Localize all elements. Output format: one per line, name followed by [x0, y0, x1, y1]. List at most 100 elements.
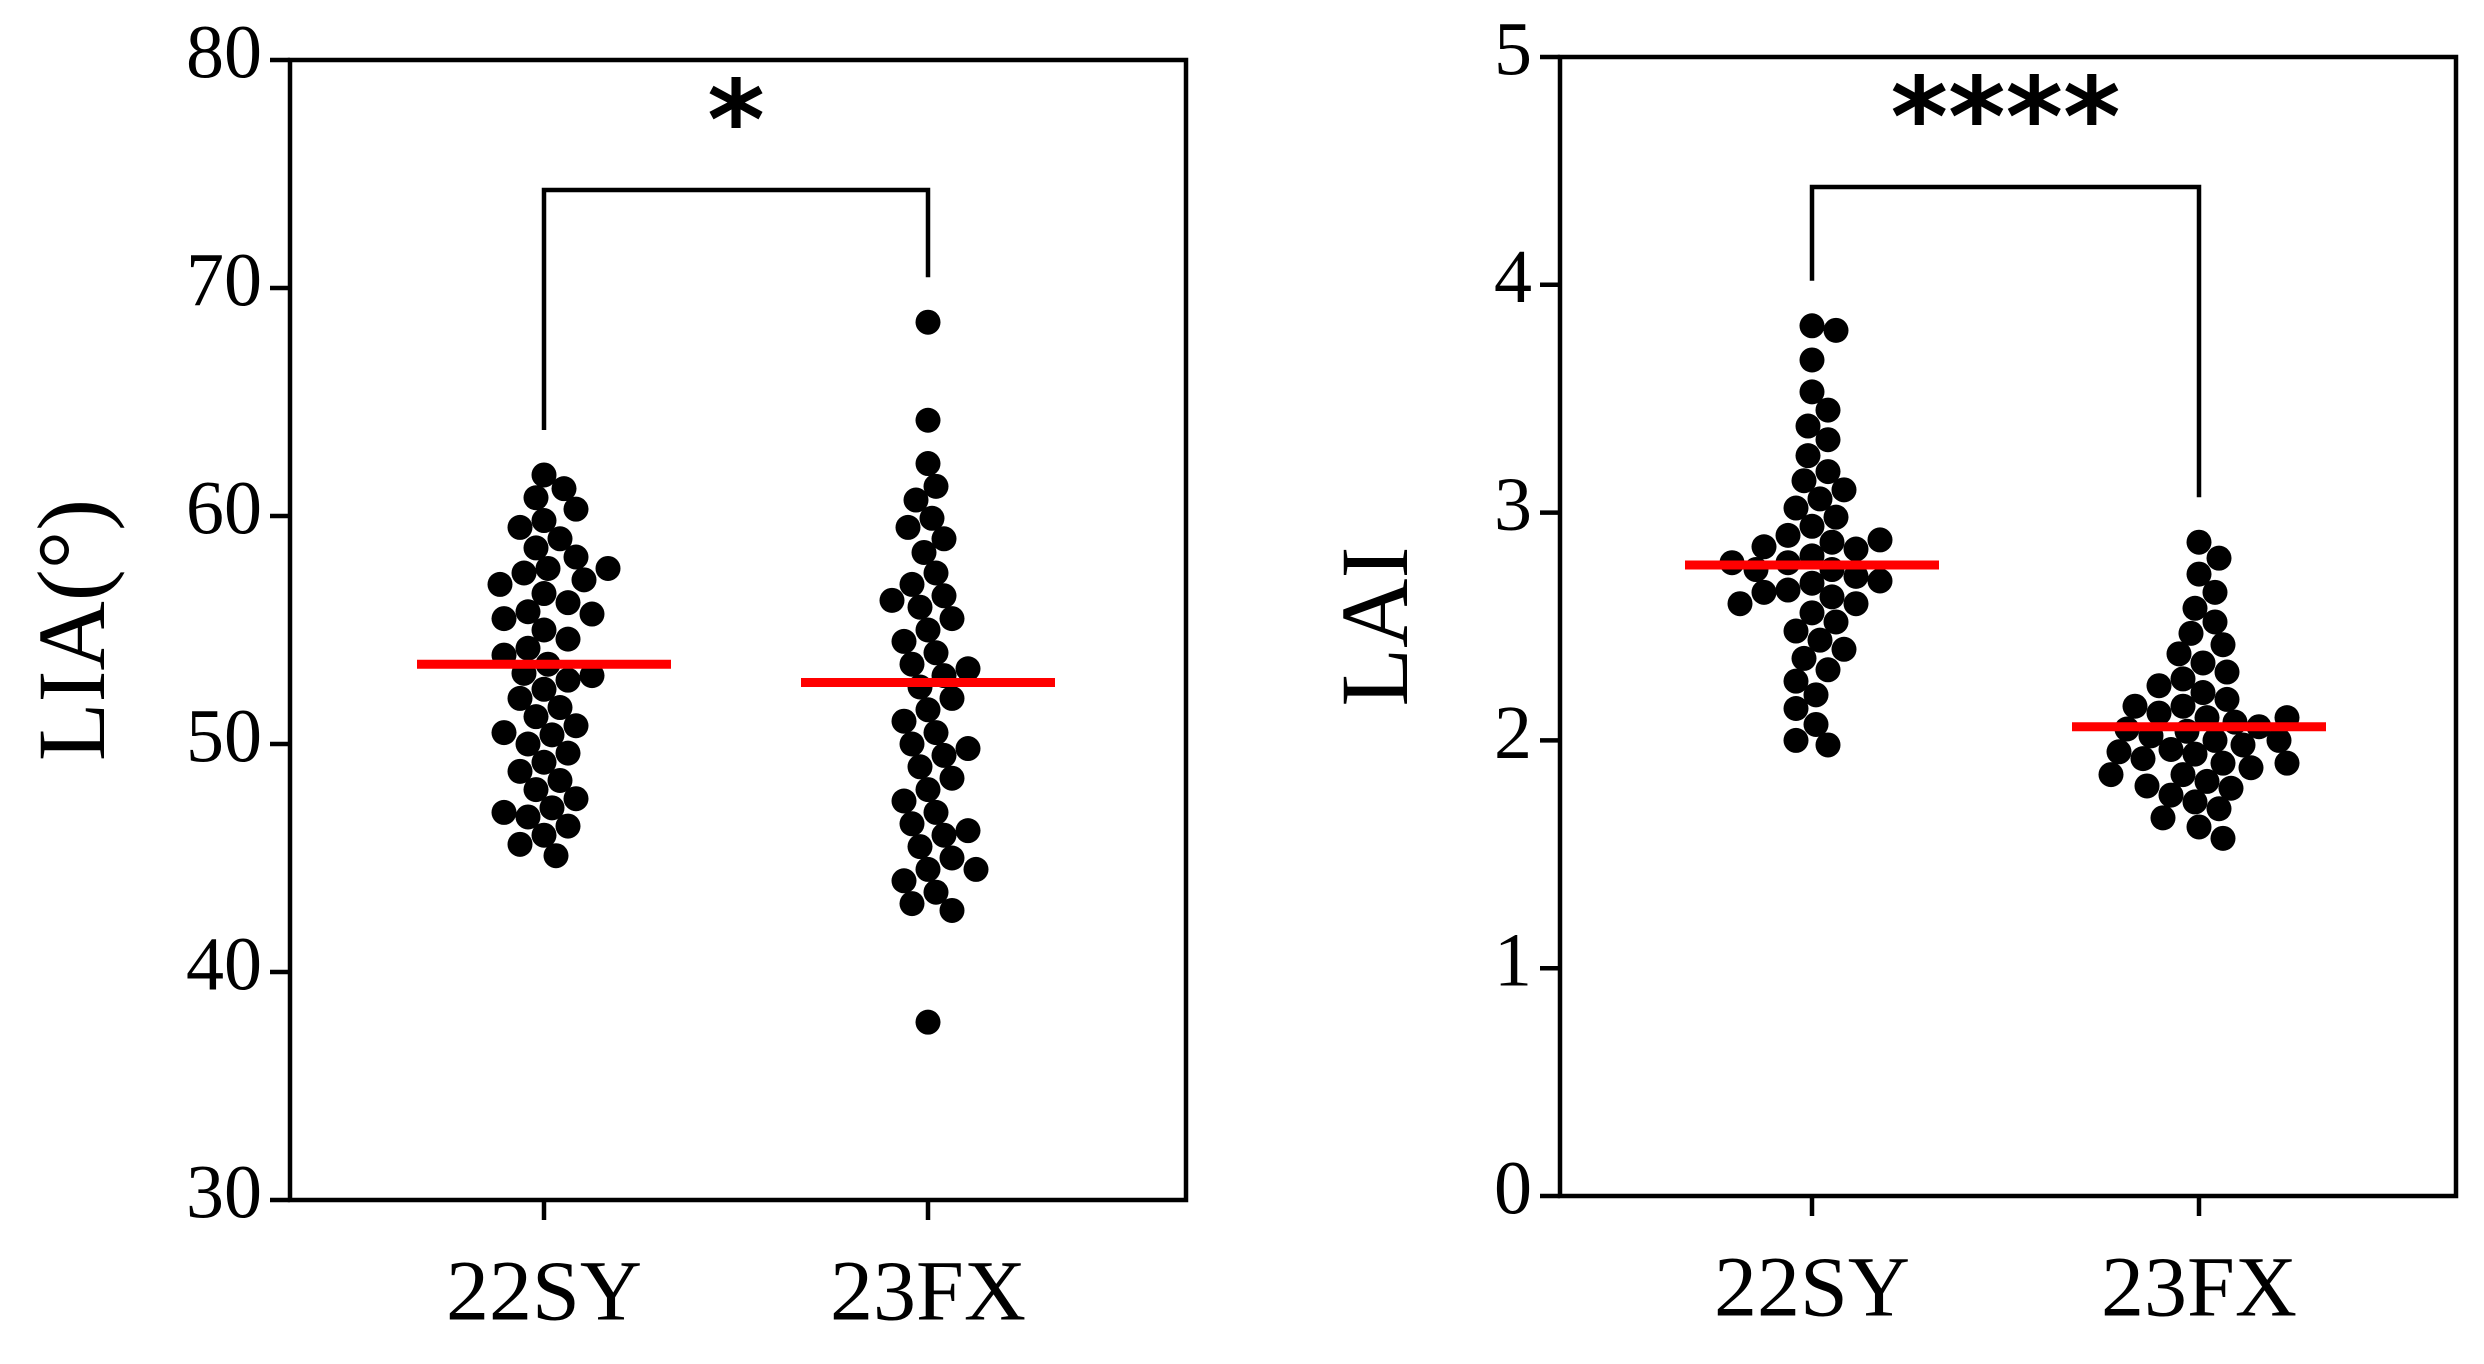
x-tick-label: 22SY	[1714, 1239, 1910, 1335]
data-point	[1823, 317, 1849, 343]
data-point	[523, 535, 549, 561]
data-point	[2210, 825, 2236, 851]
data-point	[507, 514, 533, 540]
data-point	[555, 626, 581, 652]
data-point	[531, 462, 557, 488]
data-point	[491, 720, 517, 746]
data-point	[555, 813, 581, 839]
data-point	[1819, 529, 1845, 555]
data-point	[2190, 650, 2216, 676]
data-point	[1783, 495, 1809, 521]
y-tick-label: 40	[186, 922, 262, 1006]
data-point	[2150, 805, 2176, 831]
data-point	[507, 831, 533, 857]
data-point	[939, 685, 965, 711]
data-point	[2146, 700, 2172, 726]
data-point	[555, 740, 581, 766]
x-tick-label: 22SY	[446, 1243, 642, 1339]
data-point	[1799, 513, 1825, 539]
data-point	[1843, 536, 1869, 562]
data-point	[2274, 750, 2300, 776]
data-point	[1799, 570, 1825, 596]
data-point	[899, 571, 925, 597]
data-point	[515, 804, 541, 830]
data-point	[879, 587, 905, 613]
data-point	[1799, 600, 1825, 626]
data-point	[1819, 584, 1845, 610]
data-point	[531, 676, 557, 702]
significance-bracket	[1809, 184, 2202, 498]
plot-frame	[287, 57, 1189, 1203]
data-point	[1751, 579, 1777, 605]
data-point	[2210, 750, 2236, 776]
data-point	[1823, 609, 1849, 635]
data-point	[931, 742, 957, 768]
y-tick-label: 60	[186, 466, 262, 550]
data-point	[963, 856, 989, 882]
data-point	[2266, 727, 2292, 753]
data-point	[1799, 347, 1825, 373]
data-point	[1867, 527, 1893, 553]
data-point	[1783, 727, 1809, 753]
data-point	[2158, 737, 2184, 763]
data-point	[531, 822, 557, 848]
data-point	[1783, 668, 1809, 694]
data-point	[1843, 563, 1869, 589]
data-point	[1823, 504, 1849, 530]
data-point	[579, 601, 605, 627]
data-point	[507, 758, 533, 784]
data-point	[1807, 486, 1833, 512]
data-point	[2202, 609, 2228, 635]
data-point	[915, 697, 941, 723]
significance-label: ****	[1890, 53, 2120, 181]
data-point	[1783, 618, 1809, 644]
data-point	[2158, 782, 2184, 808]
data-point	[2186, 529, 2212, 555]
data-point	[891, 628, 917, 654]
y-tick-label: 50	[186, 694, 262, 778]
data-point	[931, 822, 957, 848]
data-point	[1831, 477, 1857, 503]
data-point	[487, 571, 513, 597]
data-point	[2182, 789, 2208, 815]
data-point	[891, 868, 917, 894]
data-point	[563, 786, 589, 812]
data-point	[1815, 459, 1841, 485]
data-point	[1791, 645, 1817, 671]
significance-label: *	[707, 56, 765, 184]
data-point	[1815, 657, 1841, 683]
data-point	[523, 777, 549, 803]
data-point	[515, 599, 541, 625]
y-axis-label: LIA(°)	[18, 499, 125, 761]
y-tick-label: 5	[1494, 7, 1532, 91]
data-point	[923, 473, 949, 499]
significance-bracket	[541, 187, 931, 430]
data-point	[939, 845, 965, 871]
data-point	[915, 856, 941, 882]
data-point	[891, 788, 917, 814]
data-point	[515, 635, 541, 661]
data-point	[2186, 561, 2212, 587]
data-point	[915, 617, 941, 643]
data-point	[2218, 775, 2244, 801]
y-tick-label: 1	[1494, 919, 1532, 1003]
data-point	[1799, 379, 1825, 405]
data-point	[891, 708, 917, 734]
data-point	[2182, 595, 2208, 621]
y-tick-label: 3	[1494, 463, 1532, 547]
data-point	[1807, 627, 1833, 653]
data-point	[2130, 746, 2156, 772]
data-point	[899, 891, 925, 917]
data-point	[2214, 659, 2240, 685]
data-point	[555, 667, 581, 693]
data-point	[1751, 534, 1777, 560]
data-point	[903, 487, 929, 513]
y-tick-label: 70	[186, 238, 262, 322]
data-point	[939, 765, 965, 791]
data-point	[551, 476, 577, 502]
y-tick-label: 30	[186, 1150, 262, 1234]
data-point	[899, 811, 925, 837]
data-point	[931, 583, 957, 609]
data-point	[955, 818, 981, 844]
data-point	[899, 651, 925, 677]
